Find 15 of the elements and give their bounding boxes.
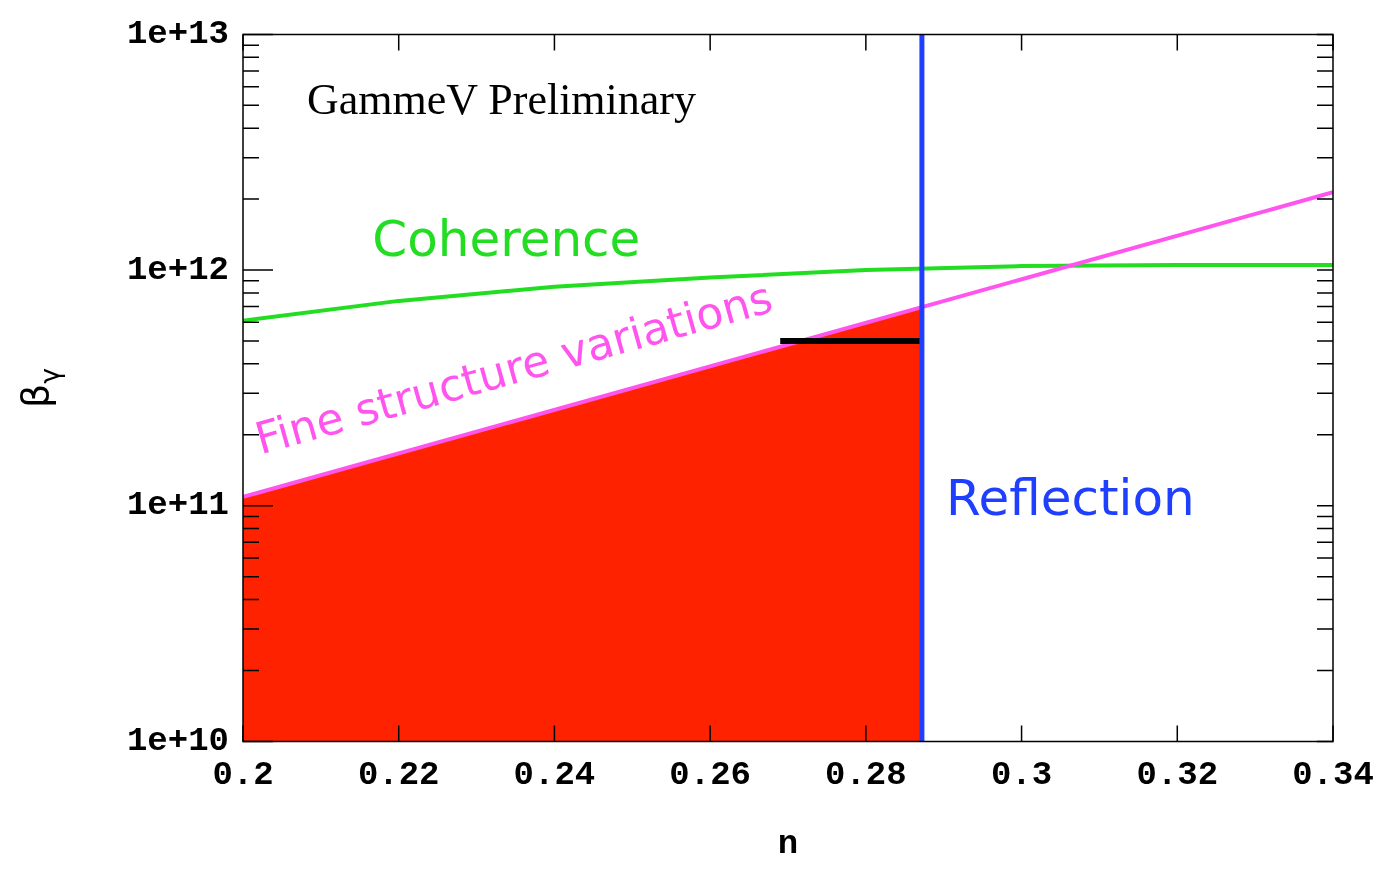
annotation: GammeV Preliminary [307,75,696,125]
ref-line-label: Reflection [945,469,1195,528]
x-axis-title: n [777,825,799,864]
y-tick-label: 1e+13 [126,14,229,53]
x-tick-label: 0.34 [1292,756,1374,795]
x-tick-label: 0.22 [357,756,440,795]
x-tick-label: 0.24 [513,756,596,795]
series-label: Coherence [372,210,641,269]
x-tick-label: 0.32 [1136,756,1219,795]
y-tick-label: 1e+12 [126,250,229,289]
x-tick-label: 0.3 [990,756,1053,795]
y-axis-title: βγ [13,367,66,408]
x-tick-label: 0.28 [825,756,907,795]
y-tick-label: 1e+11 [126,486,229,525]
x-tick-label: 0.26 [669,756,751,795]
